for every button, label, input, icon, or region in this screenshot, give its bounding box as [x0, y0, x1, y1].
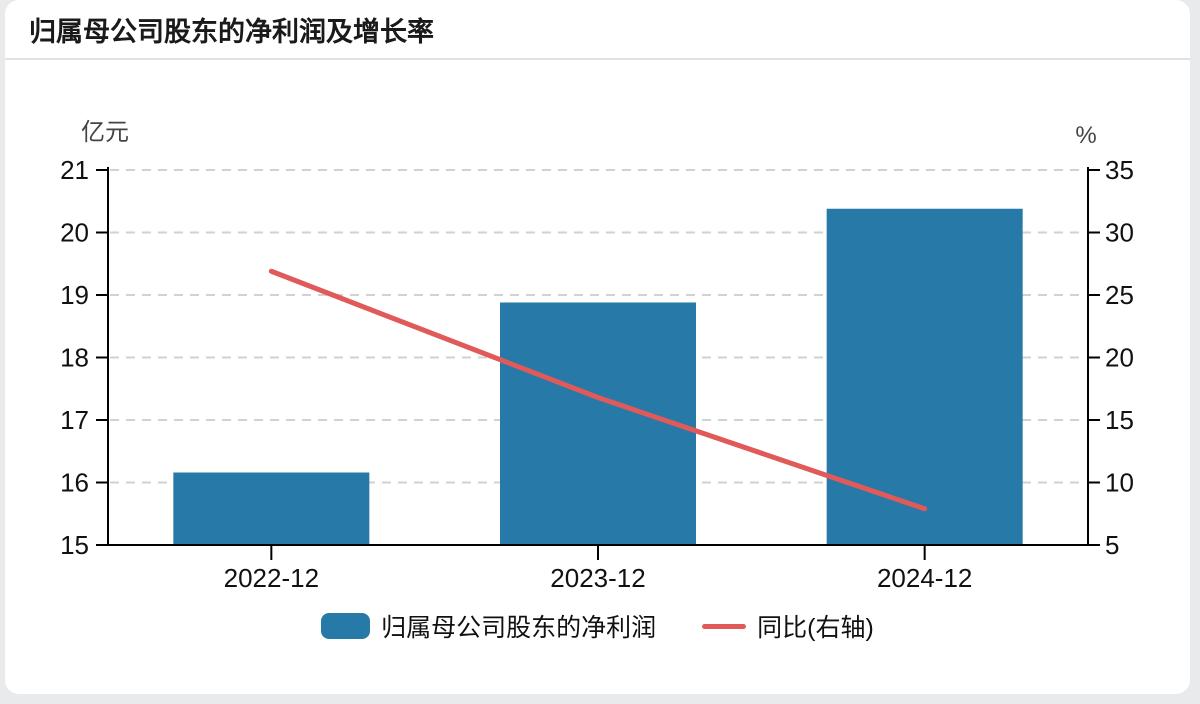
- right-tick-label: 25: [1105, 280, 1134, 310]
- chart-title: 归属母公司股东的净利润及增长率: [29, 16, 434, 47]
- right-tick-label: 15: [1105, 405, 1134, 435]
- right-tick-label: 35: [1105, 155, 1134, 185]
- right-tick-label: 30: [1105, 218, 1134, 248]
- bar-2022-12: [173, 472, 370, 545]
- bar-2023-12: [500, 302, 696, 545]
- yoy-line-series: [268, 268, 928, 512]
- right-tick-label: 5: [1105, 530, 1119, 560]
- left-tick-label: 16: [60, 468, 89, 498]
- chart-card: 归属母公司股东的净利润及增长率 15 16 17 18 19 20 21 5 10 15 20 25 3…: [5, 0, 1190, 694]
- x-tick-label: 2023-12: [550, 563, 645, 593]
- x-tick-label: 2024-12: [877, 563, 972, 593]
- left-axis-name: 亿元: [81, 119, 129, 146]
- line-series-swatch-icon: [702, 623, 747, 629]
- left-tick-label: 15: [60, 530, 89, 560]
- x-tick-label: 2022-12: [224, 563, 319, 593]
- chart-canvas: 15 16 17 18 19 20 21 5 10 15 20 25 30 35 2022-12 2023-1…: [60, 119, 1134, 593]
- legend-item-yoy[interactable]: 同比(右轴): [702, 608, 874, 644]
- left-tick-label: 19: [60, 280, 89, 310]
- legend-label-net-profit: 归属母公司股东的净利润: [381, 614, 657, 642]
- left-tick-label: 17: [60, 405, 89, 435]
- right-tick-label: 20: [1105, 343, 1134, 373]
- left-tick-label: 18: [60, 343, 89, 373]
- card-header: 归属母公司股东的净利润及增长率: [5, 0, 1190, 60]
- bar-series-swatch-icon: [321, 613, 371, 639]
- right-axis-name: %: [1075, 122, 1096, 149]
- left-tick-label: 20: [60, 218, 89, 248]
- legend-label-yoy: 同比(右轴): [757, 614, 874, 642]
- legend-item-net-profit[interactable]: 归属母公司股东的净利润: [321, 608, 656, 644]
- chart-legend: 归属母公司股东的净利润 同比(右轴): [5, 608, 1190, 644]
- bar-2024-12: [826, 208, 1023, 545]
- right-tick-label: 10: [1105, 468, 1134, 498]
- left-tick-label: 21: [60, 155, 89, 185]
